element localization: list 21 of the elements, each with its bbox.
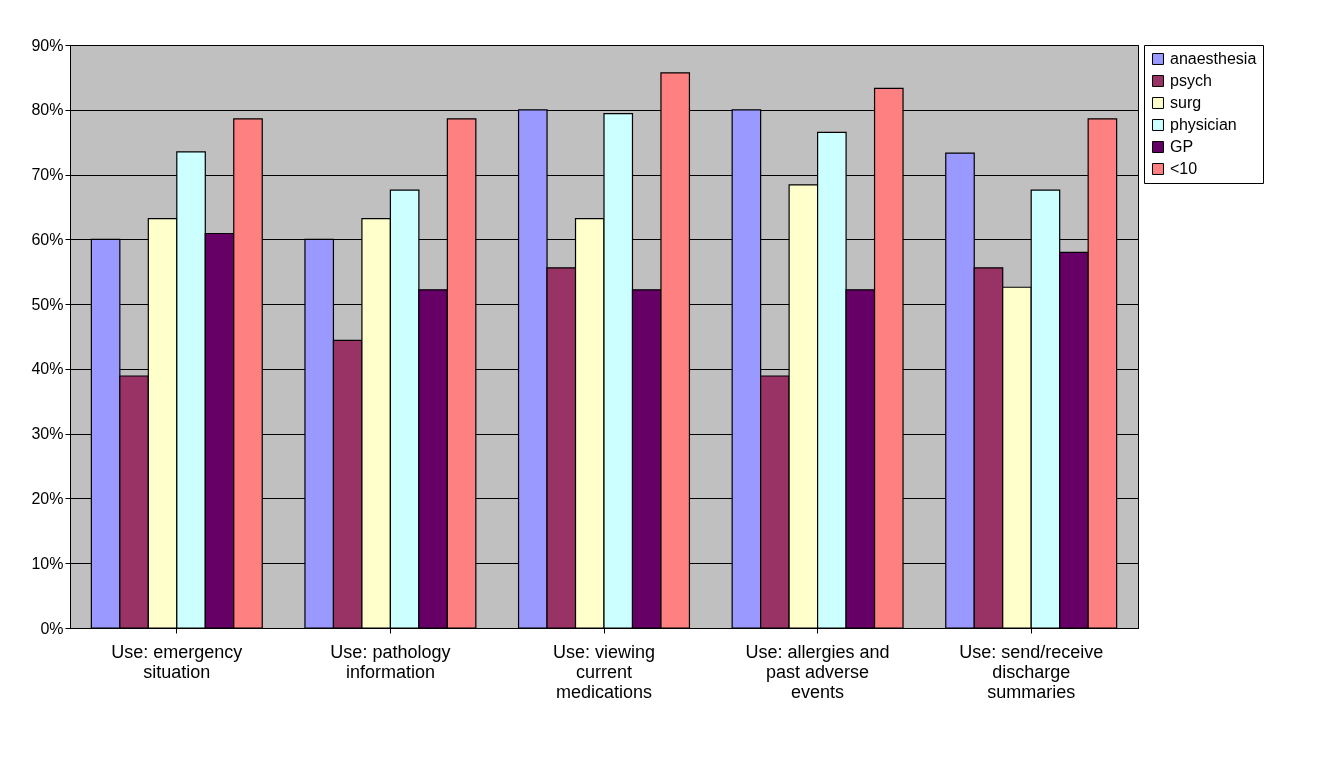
y-tick-label: 60%	[31, 230, 64, 248]
y-tick-label: 80%	[31, 101, 64, 119]
y-tick-label: 20%	[31, 489, 64, 507]
x-tick-label: Use: emergency situation	[111, 641, 243, 682]
x-tick-label: Use: allergies and past adverse events	[745, 641, 890, 702]
x-tick-label: Use: pathology information	[330, 641, 451, 682]
y-tick-label: 0%	[40, 619, 64, 637]
x-tick-label: Use: send/receive discharge summaries	[959, 641, 1104, 702]
y-tick-label: 90%	[31, 36, 64, 54]
legend-label: psych	[1170, 72, 1212, 89]
legend-label: physician	[1170, 116, 1237, 133]
x-tick-label: Use: viewing current medications	[552, 641, 656, 702]
y-tick-label: 50%	[31, 295, 64, 313]
y-tick-label: 40%	[31, 360, 64, 378]
legend-label: <10	[1170, 160, 1198, 177]
y-tick-label: 70%	[31, 166, 64, 184]
legend-label: surg	[1170, 94, 1202, 111]
y-tick-label: 30%	[31, 425, 64, 443]
legend-label: GP	[1170, 138, 1194, 155]
y-tick-label: 10%	[31, 554, 64, 572]
legend-label: anaesthesia	[1170, 50, 1257, 67]
